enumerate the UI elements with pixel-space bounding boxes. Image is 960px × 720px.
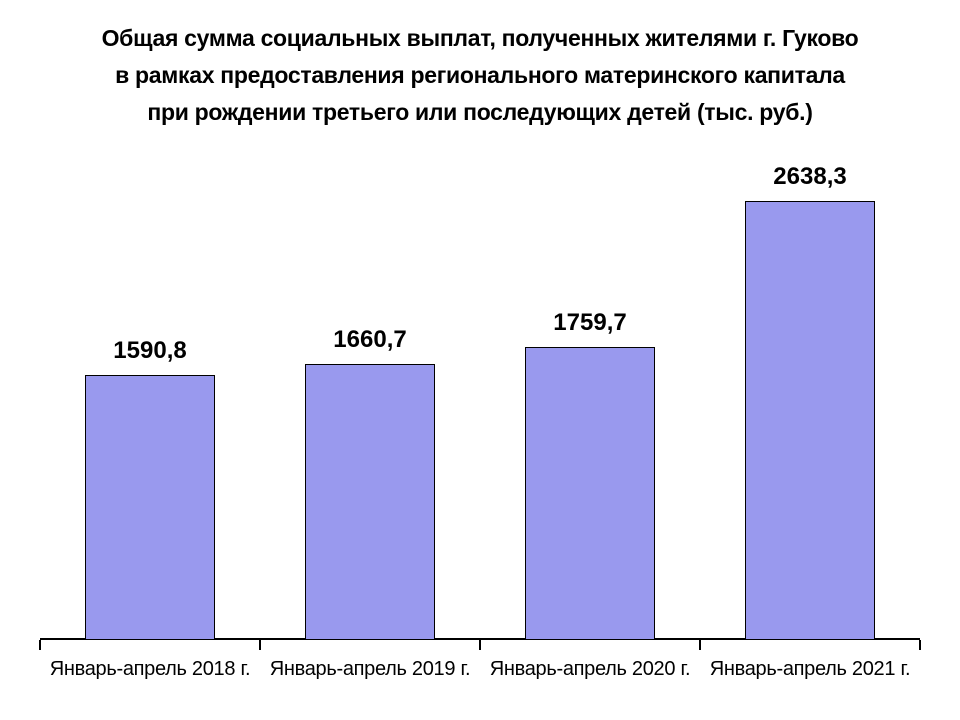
chart-title: Общая сумма социальных выплат, полученны… xyxy=(40,20,920,130)
axis-tick xyxy=(919,640,921,650)
bar xyxy=(85,375,215,640)
x-axis-label: Январь-апрель 2019 г. xyxy=(270,658,471,681)
bar-value-label: 1759,7 xyxy=(553,309,626,337)
title-line-3: при рождении третьего или последующих де… xyxy=(40,94,920,131)
title-line-2: в рамках предоставления регионального ма… xyxy=(40,57,920,94)
x-axis-label: Январь-апрель 2018 г. xyxy=(50,658,251,681)
bar xyxy=(305,364,435,641)
bar-group: 1590,8 xyxy=(85,337,215,640)
axis-tick xyxy=(699,640,701,650)
plot-area: 1590,8 1660,7 1759,7 2638,3 xyxy=(40,140,920,640)
x-axis-label: Январь-апрель 2020 г. xyxy=(490,658,691,681)
bar xyxy=(525,347,655,640)
bar-group: 1660,7 xyxy=(305,326,435,641)
title-line-1: Общая сумма социальных выплат, полученны… xyxy=(40,20,920,57)
axis-tick xyxy=(259,640,261,650)
chart-container: Общая сумма социальных выплат, полученны… xyxy=(0,0,960,720)
x-axis-label: Январь-апрель 2021 г. xyxy=(710,658,911,681)
bar-value-label: 1660,7 xyxy=(333,326,406,354)
axis-tick xyxy=(479,640,481,650)
bar-value-label: 2638,3 xyxy=(773,163,846,191)
bar-group: 2638,3 xyxy=(745,163,875,641)
bar-group: 1759,7 xyxy=(525,309,655,640)
bar xyxy=(745,201,875,641)
axis-tick xyxy=(39,640,41,650)
bar-value-label: 1590,8 xyxy=(113,337,186,365)
